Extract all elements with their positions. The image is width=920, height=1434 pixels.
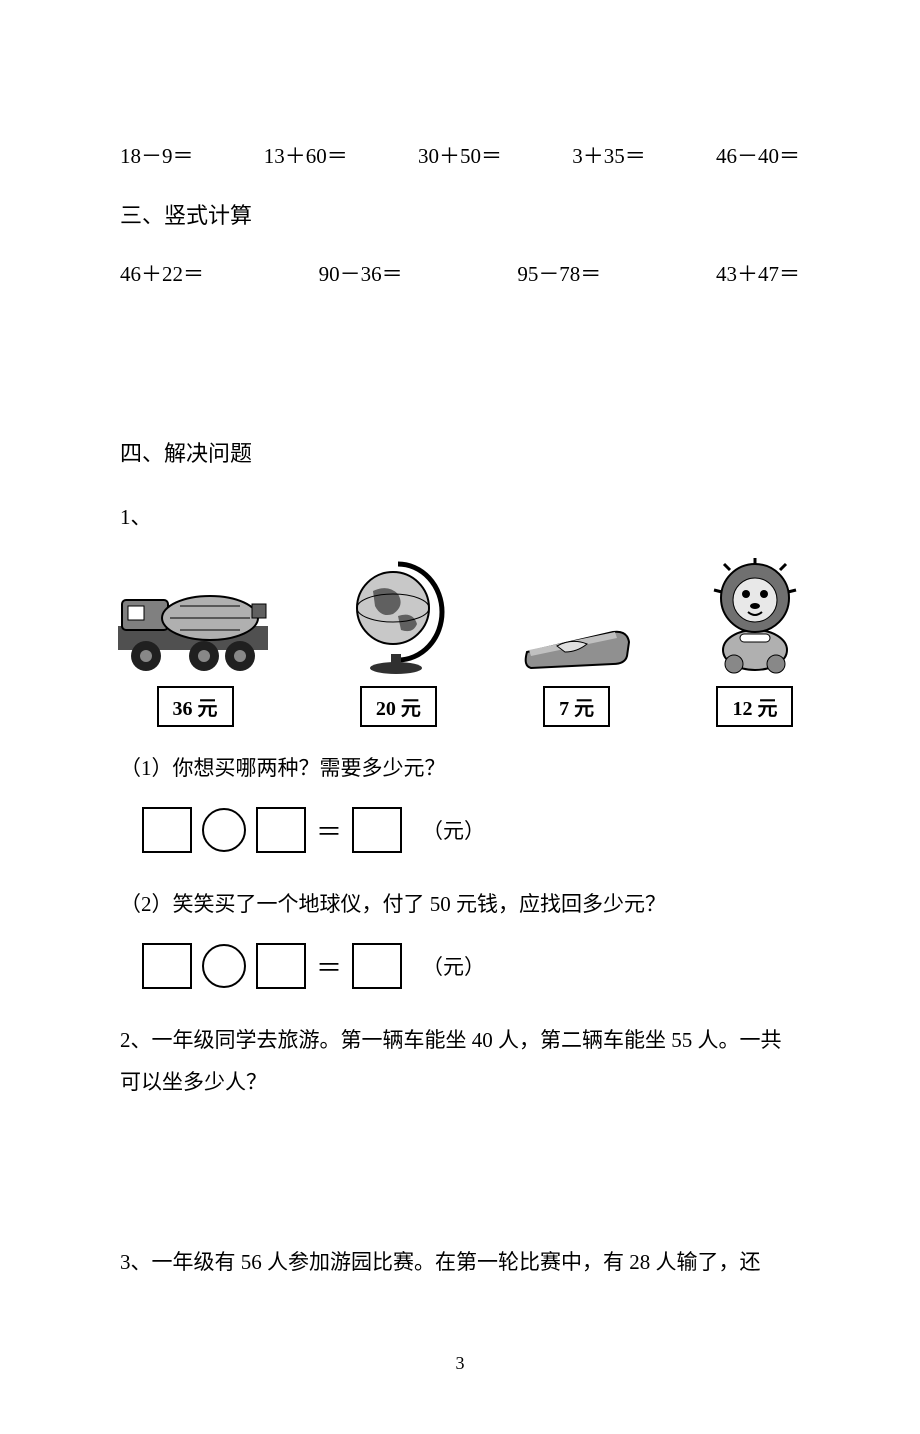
unit-label: （元） [422, 951, 485, 981]
blank-box[interactable] [352, 807, 402, 853]
price-label: 7 元 [543, 686, 610, 727]
unit-label: （元） [422, 815, 485, 845]
q2-text: 2、一年级同学去旅游。第一辆车能坐 40 人，第二辆车能坐 55 人。一共可以坐… [120, 1019, 800, 1103]
q1-label: 1、 [120, 496, 800, 538]
equation-blank-1: ＝ （元） [142, 807, 800, 853]
pencilcase-icon [517, 616, 637, 676]
q3-text: 3、一年级有 56 人参加游园比赛。在第一轮比赛中，有 28 人输了，还 [120, 1241, 800, 1283]
math-expr: 43＋47＝ [716, 258, 800, 288]
blank-box[interactable] [142, 807, 192, 853]
blank-box[interactable] [352, 943, 402, 989]
equation-blank-2: ＝ （元） [142, 943, 800, 989]
math-expr: 18－9＝ [120, 140, 194, 170]
q1-sub2: （2）笑笑买了一个地球仪，付了 50 元钱，应找回多少元？ [120, 883, 800, 925]
operator-circle[interactable] [202, 808, 246, 852]
blank-box[interactable] [142, 943, 192, 989]
truck-icon [110, 576, 280, 676]
worksheet-page: 18－9＝ 13＋60＝ 30＋50＝ 3＋35＝ 46－40＝ 三、竖式计算 … [0, 0, 920, 1434]
math-expr: 46－40＝ [716, 140, 800, 170]
math-expr: 95－78＝ [517, 258, 601, 288]
equals-sign: ＝ [316, 948, 342, 985]
math-expr: 30＋50＝ [418, 140, 502, 170]
item-truck: 36 元 [110, 576, 280, 727]
q1-sub1: （1）你想买哪两种？需要多少元？ [120, 747, 800, 789]
price-label: 20 元 [360, 686, 437, 727]
item-lion: 12 元 [700, 556, 810, 727]
item-pencilcase: 7 元 [517, 616, 637, 727]
math-expr: 13＋60＝ [264, 140, 348, 170]
math-expr: 46＋22＝ [120, 258, 204, 288]
blank-box[interactable] [256, 807, 306, 853]
blank-box[interactable] [256, 943, 306, 989]
math-expr: 90－36＝ [319, 258, 403, 288]
globe-icon [343, 556, 453, 676]
mental-math-row: 18－9＝ 13＋60＝ 30＋50＝ 3＋35＝ 46－40＝ [120, 140, 800, 170]
lion-icon [700, 556, 810, 676]
operator-circle[interactable] [202, 944, 246, 988]
price-label: 12 元 [716, 686, 793, 727]
page-number: 3 [120, 1353, 800, 1374]
shop-items-row: 36 元 20 元 7 元 [110, 556, 810, 727]
price-label: 36 元 [157, 686, 234, 727]
equals-sign: ＝ [316, 812, 342, 849]
item-globe: 20 元 [343, 556, 453, 727]
section-4-title: 四、解决问题 [120, 436, 800, 468]
column-math-row: 46＋22＝ 90－36＝ 95－78＝ 43＋47＝ [120, 258, 800, 288]
math-expr: 3＋35＝ [572, 140, 646, 170]
section-3-title: 三、竖式计算 [120, 198, 800, 230]
